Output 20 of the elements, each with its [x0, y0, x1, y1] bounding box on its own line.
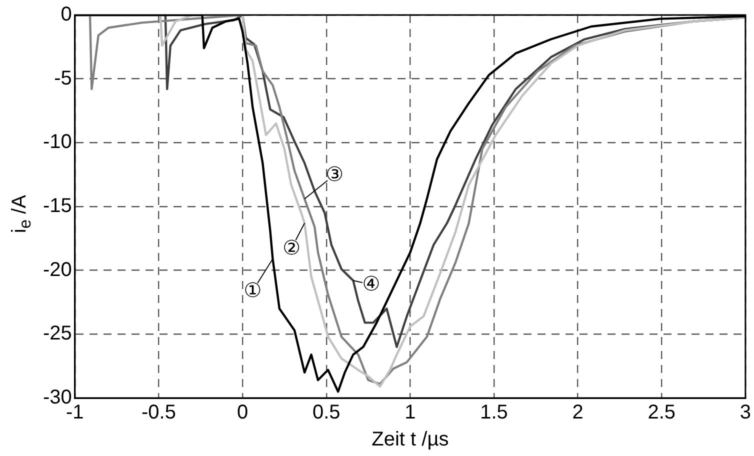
x-tick-label: -0.5 — [141, 402, 176, 424]
annotation: ② — [282, 235, 301, 260]
x-tick-label: 3 — [740, 402, 751, 424]
x-tick-label: 1 — [404, 402, 416, 424]
y-tick-label: -10 — [43, 131, 72, 154]
x-tick-label: 2.5 — [648, 402, 676, 424]
y-tick-label: -30 — [43, 386, 72, 409]
x-tick-label: 1.5 — [480, 402, 508, 424]
x-tick-label: 0 — [236, 402, 248, 424]
annotation: ③ — [326, 162, 344, 186]
y-tick-label: 0 — [60, 4, 72, 26]
y-tick-label: -5 — [54, 67, 72, 90]
y-tick-label: -25 — [43, 322, 72, 345]
x-tick-label: 2 — [572, 402, 584, 424]
annotation: ① — [244, 278, 262, 302]
x-axis-title: Zeit t /µs — [372, 428, 449, 451]
annotation: ④ — [362, 272, 380, 296]
x-tick-label: 0.5 — [312, 402, 340, 424]
y-tick-label: -20 — [43, 258, 72, 281]
y-tick-label: -15 — [43, 195, 72, 218]
